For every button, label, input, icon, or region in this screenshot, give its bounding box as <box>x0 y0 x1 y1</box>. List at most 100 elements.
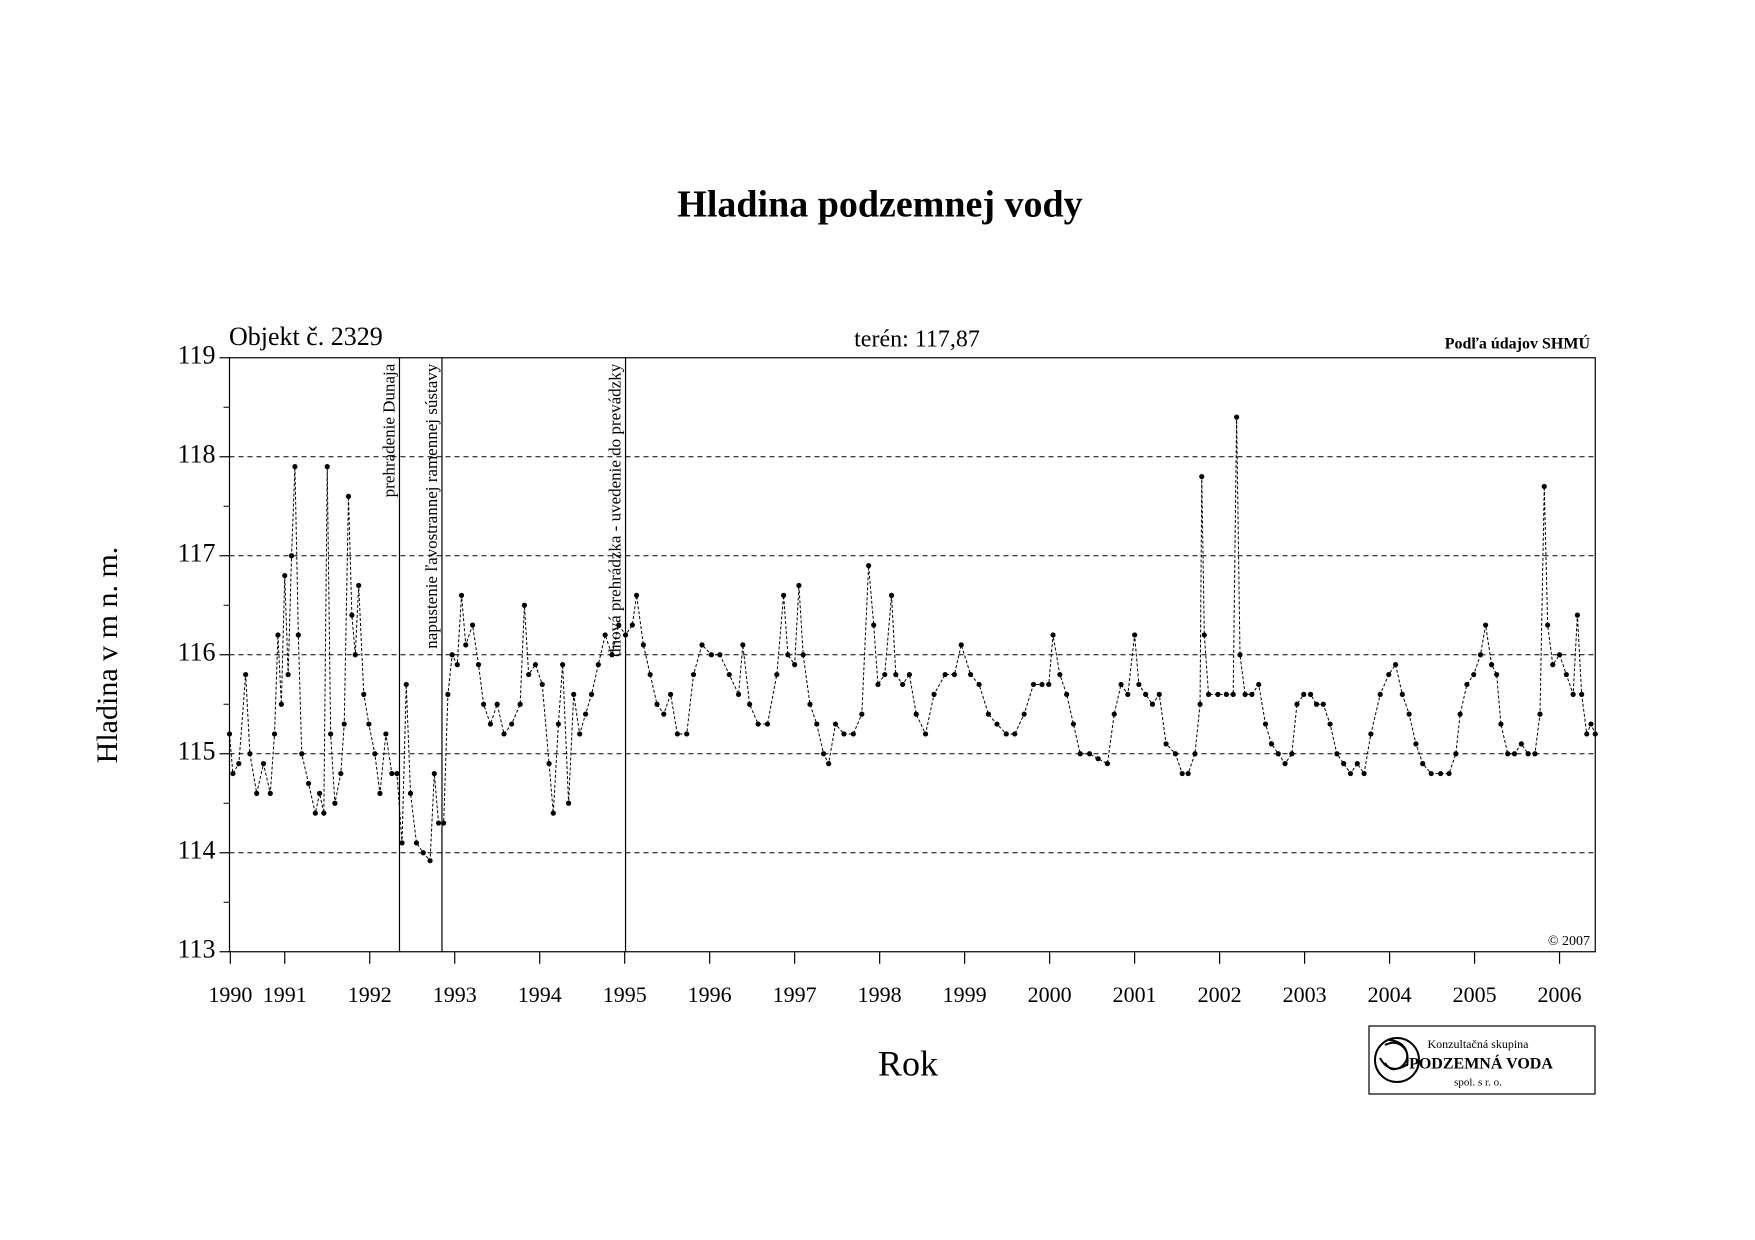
data-point <box>708 652 714 658</box>
data-point <box>1588 721 1594 727</box>
data-point <box>1179 770 1185 777</box>
data-point <box>1313 701 1320 707</box>
data-point <box>807 701 813 707</box>
data-point <box>781 592 787 598</box>
data-point <box>832 721 839 727</box>
data-point <box>1584 731 1590 737</box>
data-point <box>1592 731 1598 737</box>
data-point <box>288 553 295 559</box>
source-label: Podľa údajov SHMÚ <box>1445 334 1591 353</box>
data-point <box>532 662 539 668</box>
data-point <box>1541 483 1547 490</box>
x-tick-label: 1993 <box>433 982 477 1007</box>
data-point <box>906 671 913 678</box>
data-point <box>345 493 352 499</box>
data-point <box>247 751 253 757</box>
data-point <box>1386 671 1392 678</box>
y-tick-label: 117 <box>177 539 215 568</box>
copyright: © 2007 <box>1548 934 1590 949</box>
data-point <box>764 721 771 727</box>
data-point <box>295 632 301 638</box>
terrain-label: terén: 117,87 <box>854 327 980 353</box>
data-point <box>1464 681 1470 688</box>
data-point <box>1570 691 1576 697</box>
data-point <box>1230 691 1236 697</box>
data-point <box>1471 671 1477 678</box>
data-point <box>571 691 577 697</box>
data-point <box>332 800 338 806</box>
data-point <box>431 770 437 777</box>
data-point <box>377 790 383 796</box>
y-tick-label: 113 <box>177 935 215 964</box>
data-point <box>690 671 697 678</box>
data-point <box>1021 711 1027 717</box>
data-point <box>1234 414 1240 420</box>
data-point <box>1104 761 1111 767</box>
data-point <box>316 790 323 796</box>
data-point <box>871 622 877 628</box>
data-point <box>254 790 260 796</box>
data-point <box>341 721 347 727</box>
data-point <box>555 721 562 727</box>
data-point <box>517 701 523 707</box>
data-point <box>1483 622 1489 628</box>
data-point <box>951 671 958 678</box>
data-point <box>942 671 948 678</box>
data-point <box>1256 681 1262 688</box>
data-point <box>1545 622 1551 628</box>
data-point <box>1050 632 1056 638</box>
x-tick-label: 1996 <box>688 982 732 1007</box>
data-point <box>458 592 465 598</box>
data-point <box>1237 652 1243 658</box>
data-point <box>1289 751 1295 757</box>
data-point <box>441 820 447 826</box>
data-point <box>236 761 242 767</box>
data-point <box>243 671 249 678</box>
data-point <box>1003 731 1009 737</box>
data-point <box>1494 671 1500 678</box>
data-point <box>654 701 660 707</box>
x-tick-label: 1999 <box>943 982 987 1007</box>
data-point <box>1282 761 1288 767</box>
data-point <box>366 721 372 727</box>
plot-frame <box>228 357 1596 953</box>
data-point <box>1012 731 1018 737</box>
y-tick-label: 116 <box>177 638 215 667</box>
x-tick-label: 1992 <box>348 982 392 1007</box>
data-point <box>595 662 601 668</box>
data-point <box>1064 691 1070 697</box>
data-point <box>1086 751 1093 757</box>
data-point <box>1420 761 1426 767</box>
data-point <box>1368 731 1374 737</box>
data-point <box>566 800 572 806</box>
data-point <box>1163 741 1169 747</box>
data-point <box>1563 671 1569 678</box>
data-point <box>893 671 899 678</box>
data-point <box>372 751 378 757</box>
data-point <box>427 858 433 864</box>
data-point <box>609 652 615 658</box>
x-tick-label: 2003 <box>1283 982 1327 1007</box>
data-point <box>361 691 367 697</box>
data-point <box>285 671 291 678</box>
data-point <box>1215 691 1221 697</box>
data-point <box>399 840 405 846</box>
annotation-label: dnová prehrádzka - uvedenie do prevádzky <box>605 363 624 657</box>
data-point <box>1262 721 1269 727</box>
data-point <box>352 652 358 658</box>
data-point <box>1488 662 1495 668</box>
data-point <box>1057 671 1063 678</box>
data-point <box>717 652 723 658</box>
data-point <box>463 642 469 648</box>
data-point <box>481 701 487 707</box>
data-point <box>800 652 806 658</box>
data-point <box>850 731 856 737</box>
x-tick-label: 1997 <box>773 982 817 1007</box>
data-point <box>841 731 847 737</box>
data-point <box>305 780 312 787</box>
y-tick-label: 118 <box>177 440 215 469</box>
data-point <box>1268 741 1275 747</box>
data-point <box>1406 711 1412 717</box>
logo: Konzultačná skupina PODZEMNÁ VODA spol. … <box>1368 1025 1596 1095</box>
